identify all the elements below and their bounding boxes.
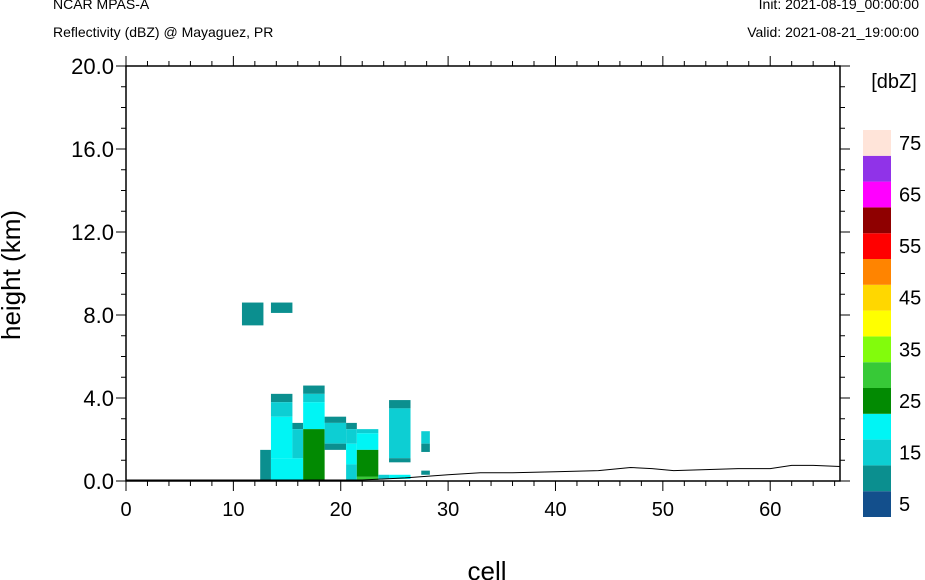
y-tick-label: 16.0 [71,137,114,162]
reflectivity-cell-5 [270,416,293,459]
colorbar-swatch [863,181,891,208]
reflectivity-cell-8 [292,429,304,459]
reflectivity-cell-4 [270,402,293,417]
colorbar-swatch [863,336,891,363]
reflectivity-cell-22 [356,449,379,477]
reflectivity-cell-26 [389,408,411,459]
colorbar-tick-label: 55 [899,236,921,258]
x-axis-label: cell [467,556,506,580]
chart-subtitle: Reflectivity (dBZ) @ Mayaguez, PR [53,24,274,40]
reflectivity-cell-14 [324,422,347,444]
colorbar-tick-label: 75 [899,133,921,155]
init-time: Init: 2021-08-19_00:00:00 [758,0,919,12]
reflectivity-cell-28 [389,474,411,479]
colorbar-swatch [863,155,891,182]
reflectivity-cell-24 [378,474,390,479]
colorbar-tick-label: 25 [899,391,921,413]
reflectivity-cell-21 [356,433,379,450]
valid-time: Valid: 2021-08-21_19:00:00 [747,24,919,40]
y-tick-label: 8.0 [83,303,114,328]
reflectivity-cell-20 [356,429,379,434]
reflectivity-cell-2 [260,449,271,480]
x-tick-label: 40 [544,499,566,521]
reflectivity-cell-1 [270,302,293,313]
y-tick-label: 12.0 [71,220,114,245]
colorbar-tick-label: 5 [899,494,910,516]
reflectivity-cell-18 [346,443,357,465]
reflectivity-cell-27 [389,458,411,463]
x-tick-label: 20 [330,499,352,521]
x-tick-label: 30 [437,499,459,521]
reflectivity-cell-9 [303,385,325,394]
colorbar-swatch [863,233,891,259]
reflectivity-cell-31 [421,470,430,475]
reflectivity-cell-10 [303,393,325,403]
colorbar-swatch [863,491,891,517]
colorbar-swatch [863,130,891,156]
colorbar-swatch [863,439,891,466]
x-tick-label: 50 [652,499,674,521]
y-axis: 0.0 4.0 8.0 12.0 16.0 20.0 [71,54,850,494]
reflectivity-cell-19 [346,464,357,480]
colorbar-tick-label: 65 [899,185,921,207]
reflectivity-cell-25 [389,400,411,409]
colorbar-tick-label: 35 [899,339,921,361]
reflectivity-cell-12 [303,429,325,480]
y-axis-label: height (km) [0,210,26,340]
reflectivity-cells [241,302,430,480]
y-tick-label: 0.0 [83,469,114,494]
reflectivity-cell-23 [356,476,379,480]
reflectivity-cell-11 [303,402,325,430]
reflectivity-cell-16 [346,422,357,430]
x-tick-label: 0 [120,499,131,521]
x-axis: 0 10 20 30 40 50 60 [120,56,836,521]
colorbar-swatch [863,310,891,337]
colorbar-unit-label: [dbZ] [871,71,917,93]
terrain [126,464,841,481]
colorbar-swatch [863,259,891,285]
terrain-line [126,464,841,481]
reflectivity-cell-0 [241,302,264,326]
colorbar-swatch [863,413,891,440]
y-tick-label: 4.0 [83,386,114,411]
reflectivity-cell-3 [270,393,293,403]
colorbar-swatch [863,362,891,388]
reflectivity-cell-30 [421,443,430,452]
colorbar: 5 15 25 35 45 55 65 75 [863,130,921,517]
reflectivity-cell-13 [324,416,347,423]
reflectivity-cell-17 [346,429,357,444]
colorbar-swatch [863,388,891,414]
colorbar-swatch [863,207,891,234]
chart-title: NCAR MPAS-A [53,0,150,12]
reflectivity-cell-29 [421,431,430,444]
colorbar-swatch [863,284,891,311]
x-tick-label: 60 [759,499,781,521]
colorbar-swatch [863,465,891,492]
reflectivity-cell-6 [270,458,304,480]
plot-frame [125,65,841,482]
reflectivity-cell-7 [292,422,304,430]
x-tick-label: 10 [222,499,244,521]
y-tick-label: 20.0 [71,54,114,79]
colorbar-tick-label: 45 [899,288,921,310]
colorbar-tick-label: 15 [899,443,921,465]
reflectivity-cell-15 [324,443,347,450]
